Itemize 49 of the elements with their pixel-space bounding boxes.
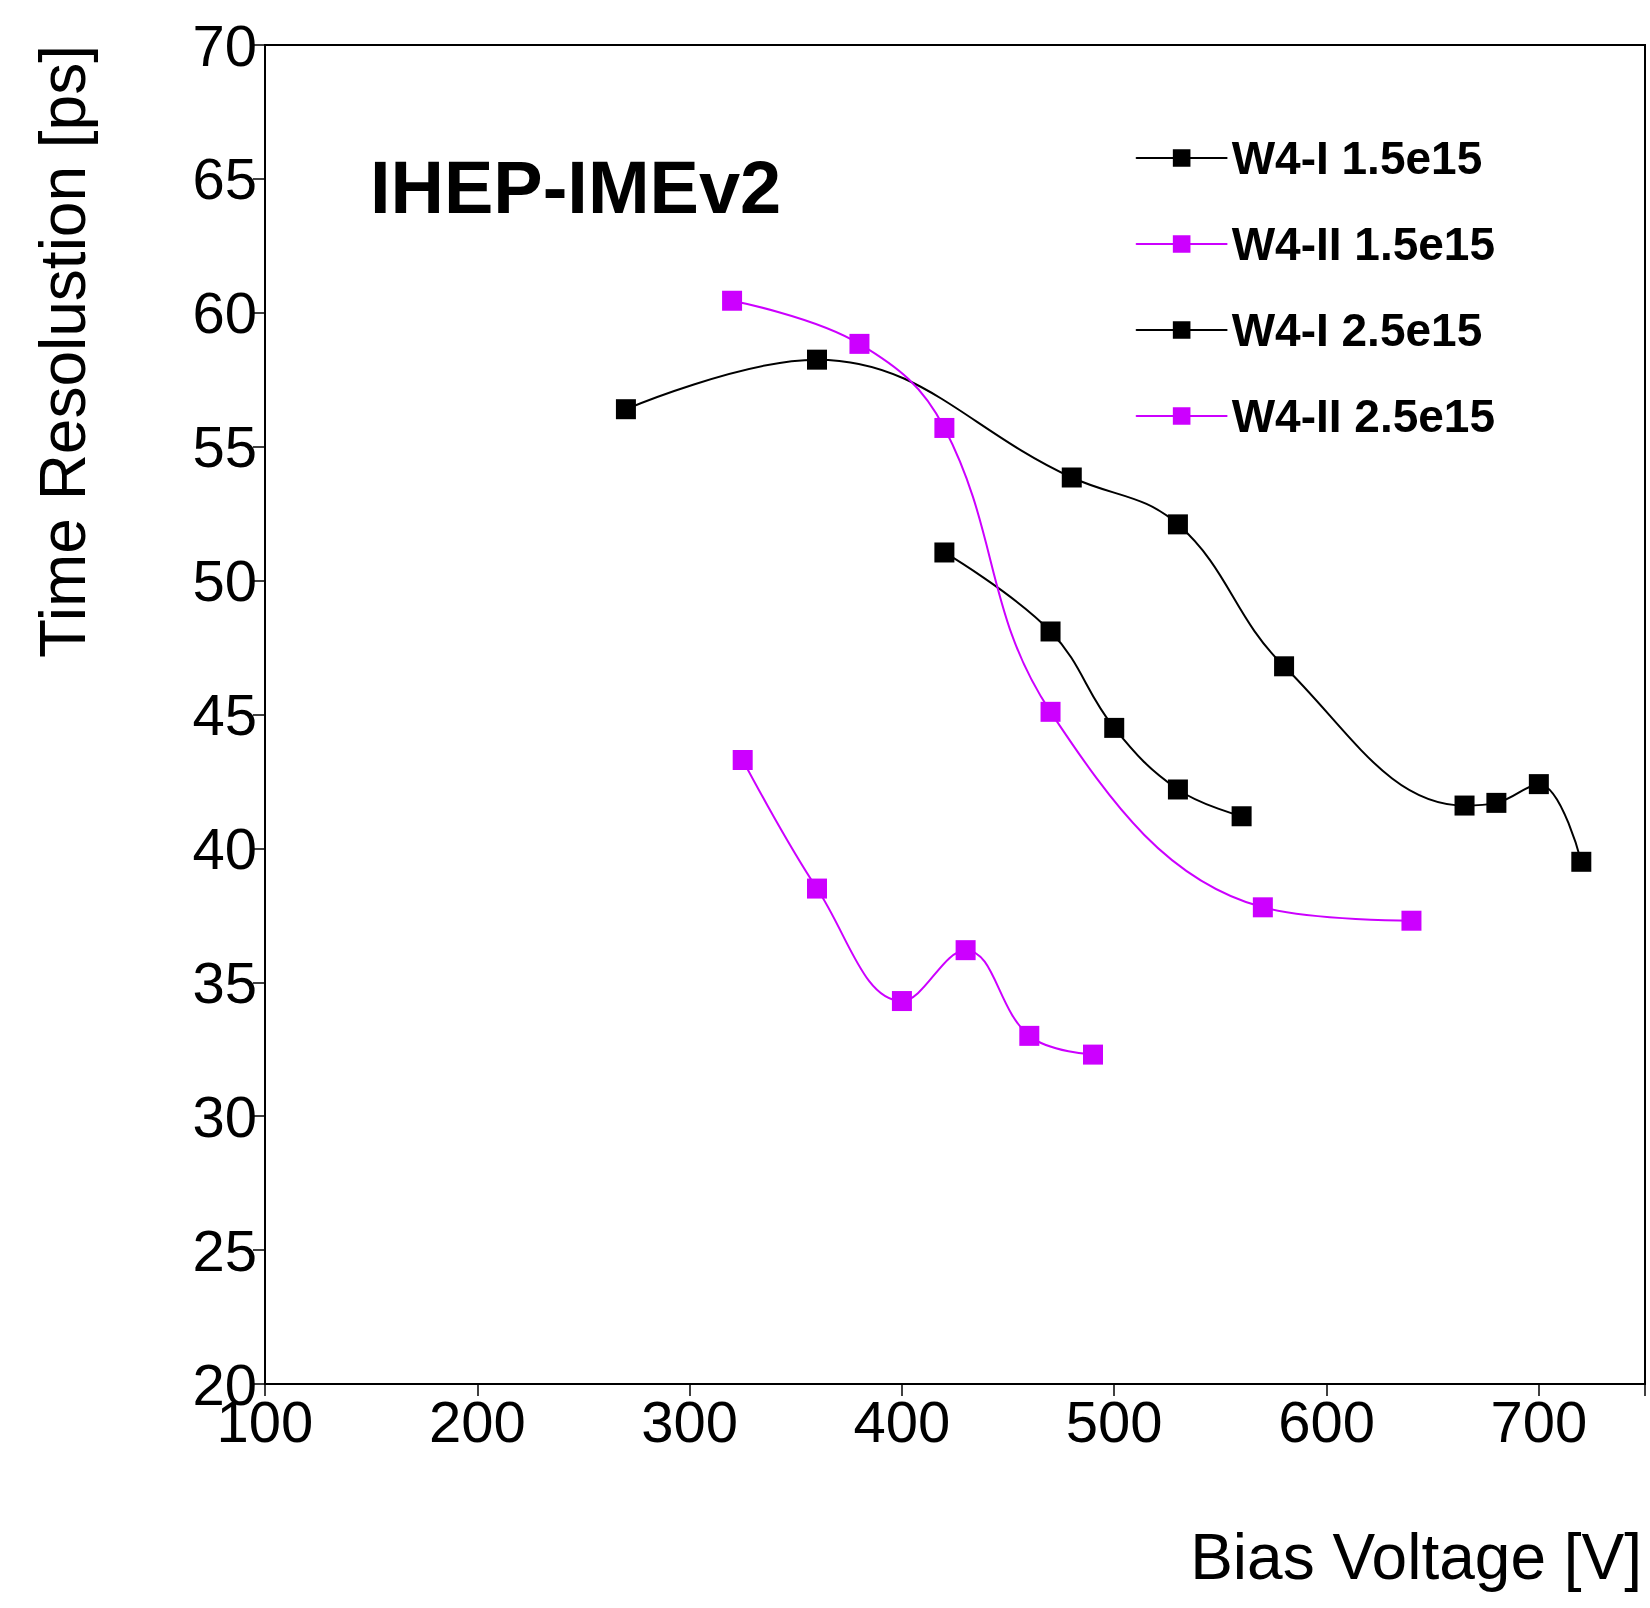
point [934,542,955,563]
point [891,991,912,1012]
point [1167,779,1188,800]
x-axis-title: Bias Voltage [V] [1190,1521,1642,1593]
y-tick-label: 65 [192,146,257,212]
point [934,417,955,438]
x-tick-label: 500 [1065,1388,1163,1454]
y-tick-label: 40 [192,815,257,881]
x-tick-label: 300 [641,1388,739,1454]
y-axis-title: Time Resolustion [ps] [27,45,99,658]
point [955,940,976,961]
point [1401,910,1422,931]
point [1231,806,1252,827]
point [1454,795,1475,816]
x-tick-label: 600 [1278,1388,1375,1454]
point [1571,851,1592,872]
point [1486,792,1507,813]
legend-label: W4-I 1.5e15 [1231,132,1483,184]
y-tick-label: 55 [192,414,257,480]
point [615,399,636,420]
point [1104,717,1125,738]
legend-label: W4-II 2.5e15 [1231,390,1495,442]
point [722,290,743,311]
legend-label: W4-I 2.5e15 [1231,304,1483,356]
y-tick-label: 25 [192,1217,257,1283]
y-tick-label: 70 [192,12,257,78]
point [849,333,870,354]
point [807,349,827,370]
point [1167,514,1188,535]
annotation: IHEP-IMEv2 [370,145,782,229]
point [1061,467,1082,488]
y-tick-label: 50 [192,548,257,614]
point [807,878,827,899]
point [1252,897,1273,918]
point [1040,621,1061,642]
x-tick-label: 200 [428,1388,526,1454]
y-tick-label: 60 [192,280,257,346]
point [1040,701,1061,722]
point [1274,656,1295,677]
point [1019,1025,1040,1046]
y-tick-label: 35 [192,949,257,1015]
x-tick-label: 400 [853,1388,951,1454]
point [1083,1044,1103,1065]
x-tick-label: 700 [1490,1388,1588,1454]
legend-label: W4-II 1.5e15 [1231,218,1495,270]
y-tick-label: 30 [192,1083,257,1149]
y-tick-label: 45 [192,682,257,747]
point [1528,774,1549,795]
point [732,750,753,771]
